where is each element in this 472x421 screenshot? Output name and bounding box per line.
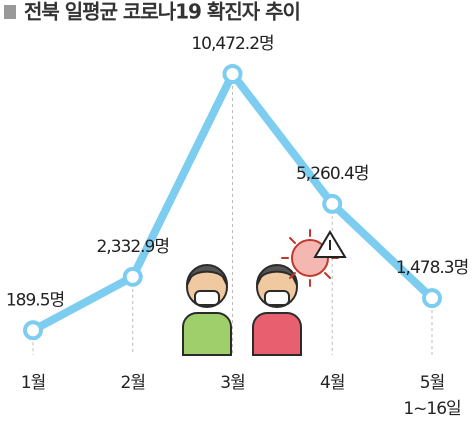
x-annotation: 1~16일 [403, 399, 460, 419]
data-point [122, 266, 143, 287]
data-label: 10,472.2명 [191, 34, 273, 54]
chart-title: 전북 일평균 코로나19 확진자 추이 [24, 0, 300, 24]
data-label: 1,478.3명 [396, 258, 469, 278]
data-point [422, 288, 442, 309]
x-tick-label: 1월 [21, 373, 45, 393]
data-point [222, 64, 243, 84]
x-tick-label: 2월 [121, 373, 145, 393]
x-tick-label: 3월 [220, 373, 244, 393]
data-label: 2,332.9명 [96, 237, 169, 257]
x-tick-label: 4월 [320, 373, 344, 393]
x-tick-label: 5월 [420, 373, 444, 393]
data-label: 189.5명 [6, 290, 64, 310]
data-label: 5,260.4명 [296, 164, 369, 184]
people-illustration [182, 264, 302, 356]
data-point [23, 320, 43, 341]
data-point [322, 193, 343, 214]
plot: 189.5명 2,332.9명 10,472.2명 5,260.4명 1,478.3명 1… [6, 34, 469, 419]
title-marker [4, 5, 16, 19]
virus-icon [281, 229, 347, 287]
